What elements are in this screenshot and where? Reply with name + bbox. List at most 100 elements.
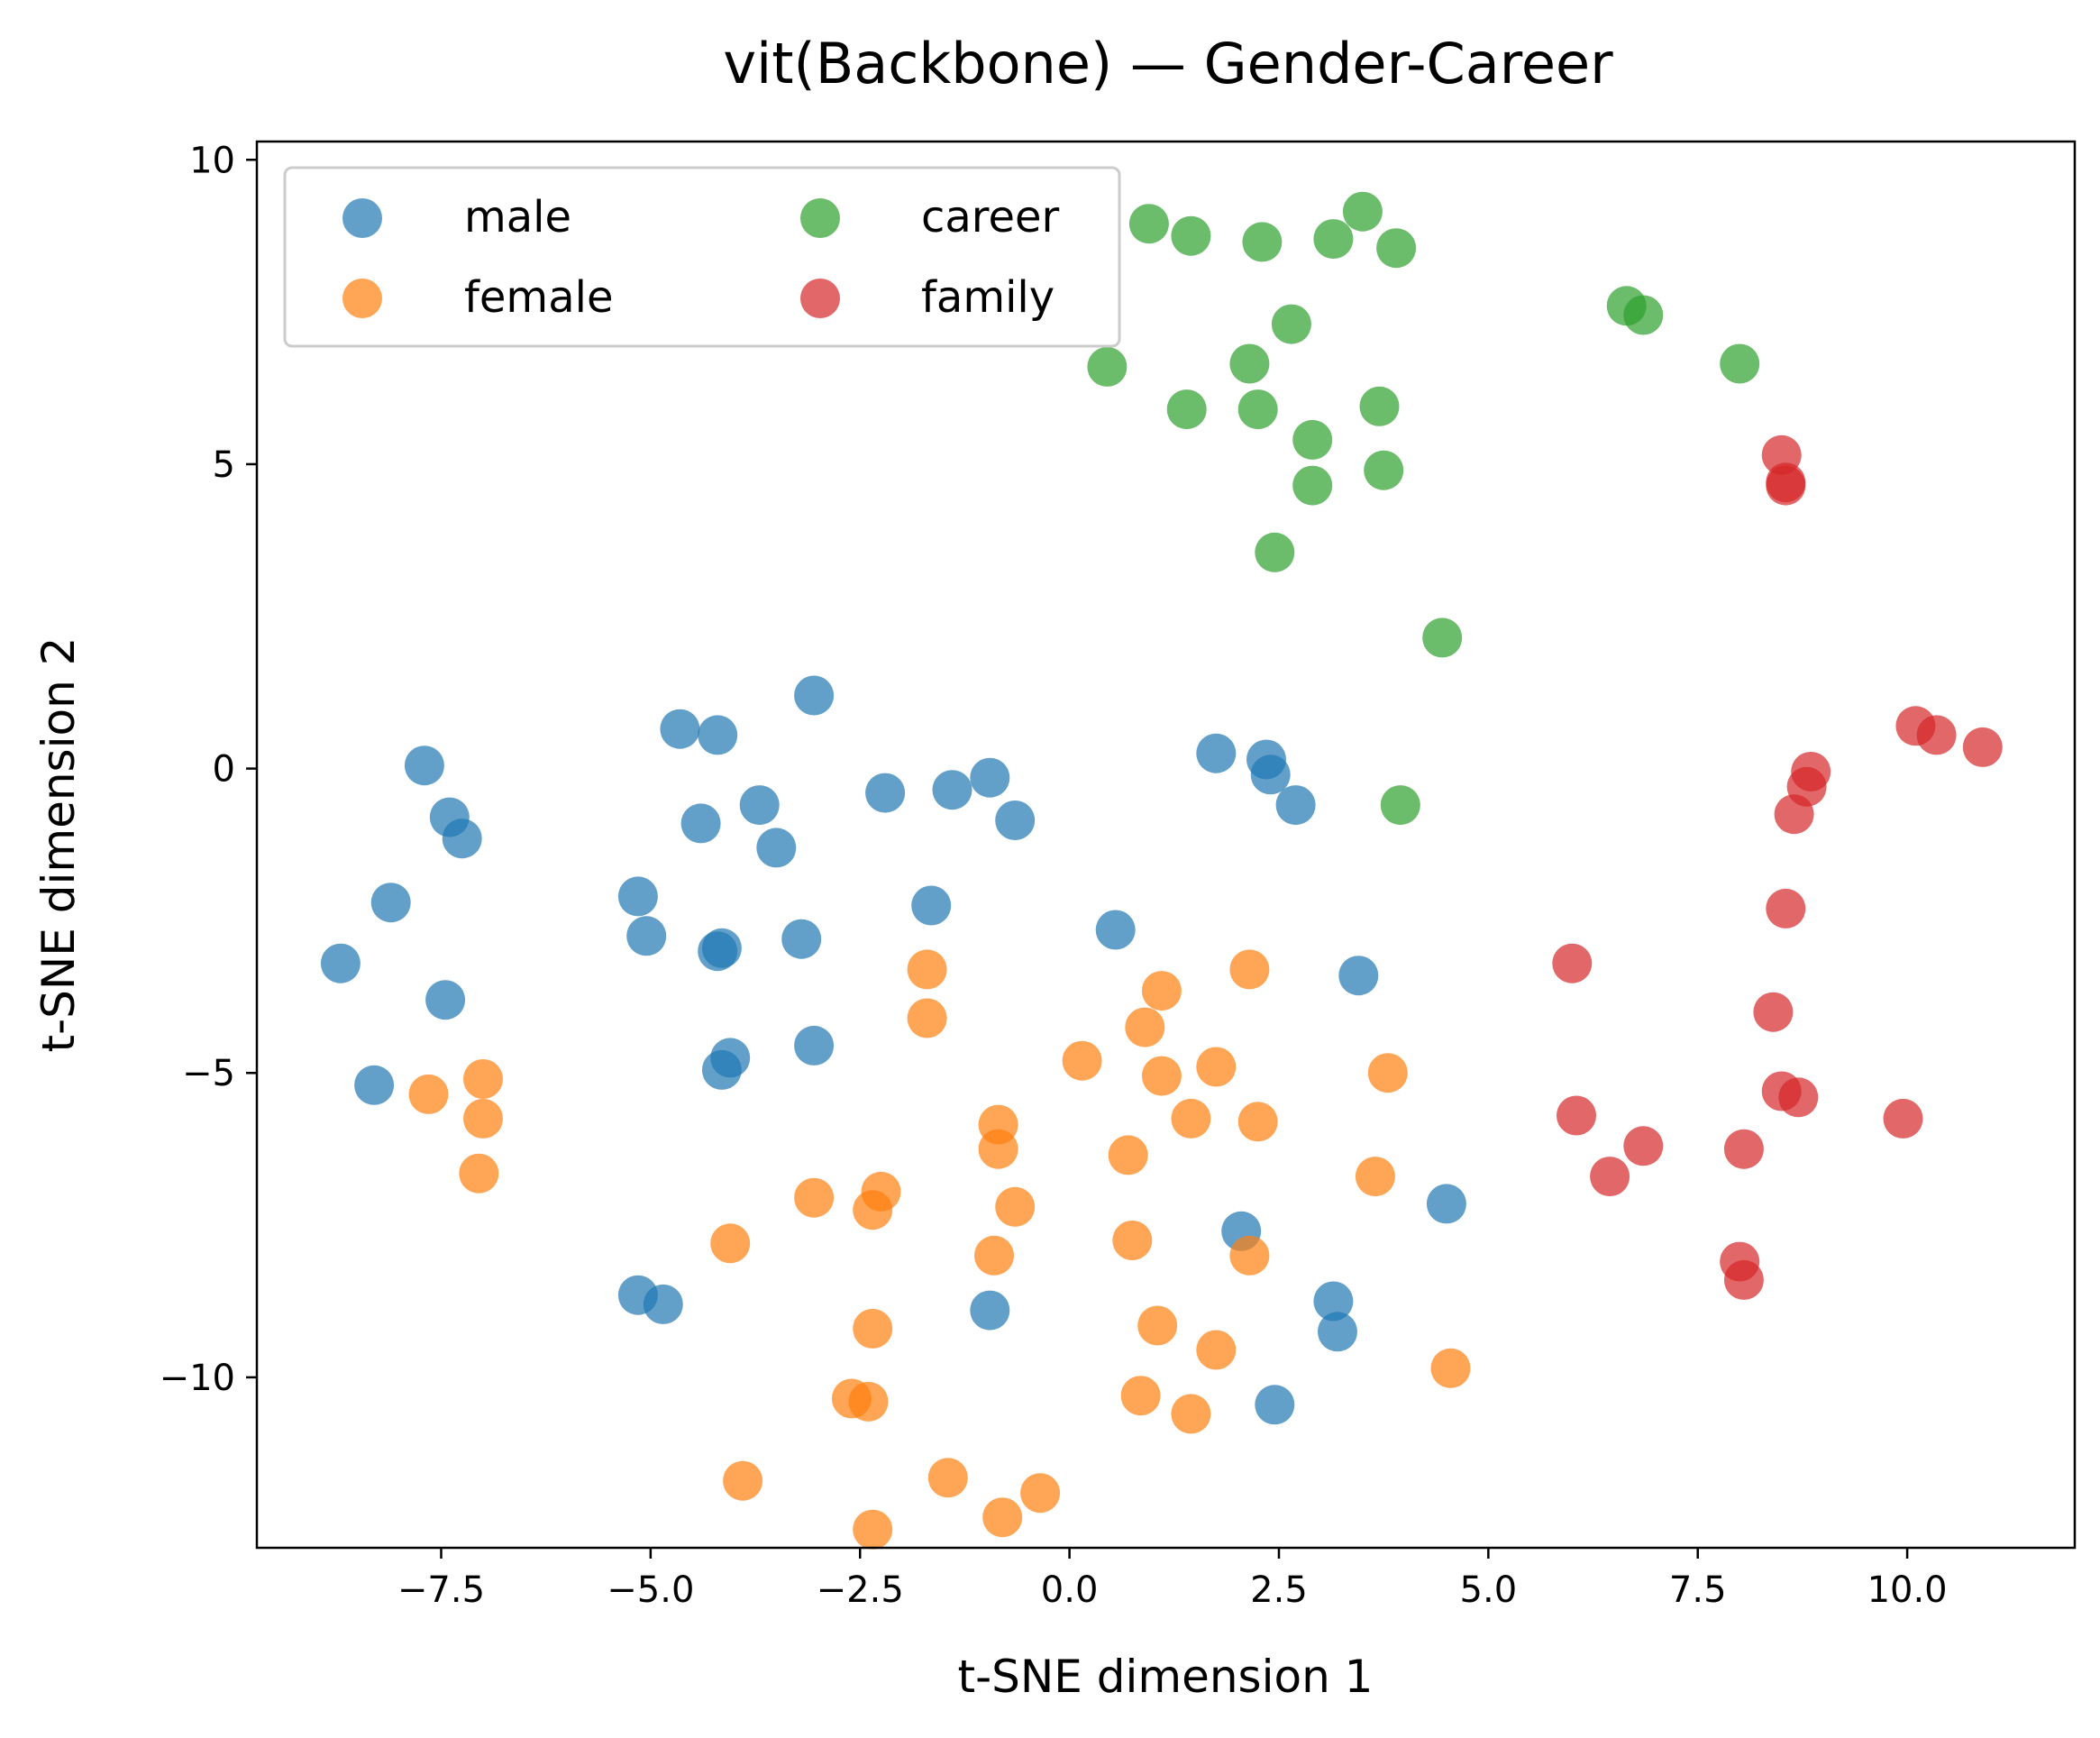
point-male-2 xyxy=(442,819,482,859)
point-female-28 xyxy=(1137,1305,1178,1346)
point-career-20 xyxy=(1380,785,1420,826)
point-male-11 xyxy=(739,785,780,826)
x-tick-label-7: 10.0 xyxy=(1867,1569,1948,1611)
point-career-8 xyxy=(1271,304,1311,344)
point-female-0 xyxy=(408,1074,449,1114)
point-male-31 xyxy=(1338,956,1379,996)
point-male-27 xyxy=(1196,733,1237,773)
point-career-16 xyxy=(1292,465,1333,506)
point-career-2 xyxy=(1242,222,1283,262)
point-career-15 xyxy=(1292,419,1333,460)
y-axis-ticks: −10 −5 0 5 10 xyxy=(160,140,257,1399)
point-female-35 xyxy=(723,1460,763,1501)
point-male-35 xyxy=(643,1284,683,1324)
point-career-19 xyxy=(1422,617,1463,658)
point-female-14 xyxy=(1171,1098,1211,1139)
point-female-34 xyxy=(1171,1394,1211,1434)
legend-label-female: female xyxy=(464,272,613,323)
plot-frame xyxy=(255,140,2077,1550)
point-female-36 xyxy=(927,1458,968,1498)
point-career-5 xyxy=(1376,228,1417,269)
point-female-26 xyxy=(1229,1235,1270,1276)
point-family-5 xyxy=(1962,727,2003,767)
point-female-16 xyxy=(978,1129,1018,1169)
point-family-2 xyxy=(1766,462,1806,503)
point-family-15 xyxy=(1557,1095,1596,1136)
point-family-16 xyxy=(1623,1126,1664,1166)
chart-title: vit(Backbone) — Gender-Career xyxy=(723,31,1613,96)
point-female-8 xyxy=(1125,1007,1165,1047)
point-family-4 xyxy=(1916,715,1957,755)
point-male-12 xyxy=(756,828,797,868)
point-career-4 xyxy=(1342,191,1383,232)
point-female-2 xyxy=(463,1098,503,1139)
y-tick-label-3: 5 xyxy=(213,444,235,486)
point-family-8 xyxy=(1774,794,1814,835)
x-tick-label-6: 7.5 xyxy=(1669,1569,1727,1611)
point-male-5 xyxy=(425,980,466,1020)
point-female-29 xyxy=(1196,1330,1237,1370)
point-female-10 xyxy=(1141,1056,1182,1096)
point-female-1 xyxy=(463,1059,503,1099)
point-female-19 xyxy=(794,1177,835,1218)
point-male-17 xyxy=(911,885,952,926)
point-family-9 xyxy=(1766,888,1806,928)
point-male-8 xyxy=(698,715,738,755)
y-tick-label-1: −5 xyxy=(182,1053,235,1094)
legend-marker-family xyxy=(800,279,840,318)
point-male-39 xyxy=(1255,1385,1295,1425)
point-family-20 xyxy=(1723,1259,1764,1300)
x-tick-label-0: −7.5 xyxy=(397,1569,485,1611)
x-tick-label-1: −5.0 xyxy=(607,1569,694,1611)
point-male-18 xyxy=(617,876,658,917)
point-female-23 xyxy=(710,1223,751,1264)
point-female-11 xyxy=(1196,1047,1237,1087)
point-career-3 xyxy=(1313,219,1354,260)
legend-marker-female xyxy=(342,279,382,318)
point-family-11 xyxy=(1753,992,1794,1032)
legend-box xyxy=(283,166,1121,348)
point-career-17 xyxy=(1364,450,1404,490)
point-male-14 xyxy=(932,770,972,810)
point-career-14 xyxy=(1359,386,1400,426)
point-career-13 xyxy=(1237,389,1278,430)
point-female-7 xyxy=(1229,949,1270,990)
point-family-18 xyxy=(1590,1157,1630,1197)
point-career-12 xyxy=(1166,389,1207,430)
point-female-5 xyxy=(907,998,947,1038)
point-male-38 xyxy=(1318,1312,1357,1352)
y-tick-label-4: 10 xyxy=(189,140,235,181)
x-axis-ticks: −7.5 −5.0 −2.5 0.0 2.5 5.0 7.5 10.0 xyxy=(397,1548,1948,1611)
legend-marker-career xyxy=(800,198,840,238)
point-male-9 xyxy=(794,675,835,716)
point-career-0 xyxy=(1128,204,1169,244)
point-family-14 xyxy=(1883,1098,1923,1139)
point-female-39 xyxy=(853,1509,893,1550)
point-career-9 xyxy=(1229,343,1270,384)
point-career-7 xyxy=(1623,295,1664,335)
point-female-32 xyxy=(848,1381,889,1422)
point-family-17 xyxy=(1723,1129,1764,1169)
point-male-29 xyxy=(1250,755,1291,795)
point-female-24 xyxy=(1112,1221,1153,1260)
point-female-27 xyxy=(853,1308,893,1349)
x-tick-label-5: 5.0 xyxy=(1460,1569,1518,1611)
point-male-16 xyxy=(995,800,1036,840)
point-female-37 xyxy=(1020,1473,1061,1514)
point-female-38 xyxy=(982,1497,1023,1538)
point-female-15 xyxy=(1237,1102,1278,1142)
legend-marker-male xyxy=(342,198,382,238)
points-layer xyxy=(320,191,2003,1550)
point-male-4 xyxy=(320,943,361,983)
point-female-12 xyxy=(1367,1053,1408,1093)
point-female-25 xyxy=(974,1235,1014,1276)
point-male-6 xyxy=(354,1065,395,1105)
point-career-1 xyxy=(1171,215,1211,256)
point-family-13 xyxy=(1778,1077,1819,1118)
point-career-10 xyxy=(1720,343,1760,384)
y-axis-label: t-SNE dimension 2 xyxy=(32,637,85,1053)
point-male-3 xyxy=(370,883,411,923)
point-career-18 xyxy=(1255,532,1295,572)
point-male-25 xyxy=(701,1049,742,1090)
point-female-6 xyxy=(1141,971,1182,1011)
